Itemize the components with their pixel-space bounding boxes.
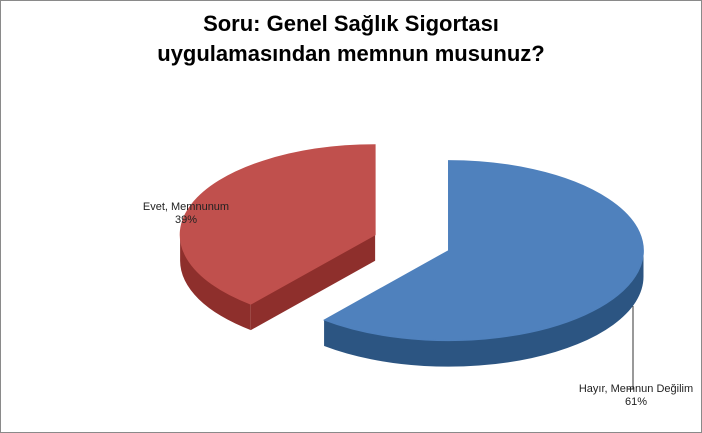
slice <box>323 160 644 367</box>
label-value: 61% <box>624 396 648 408</box>
slice-side <box>180 234 251 331</box>
leader-line <box>627 306 634 390</box>
label-value: 39% <box>174 214 198 226</box>
label-category: Hayır, Memnun Değilim <box>578 383 694 395</box>
pie-slice <box>323 160 644 342</box>
data-label: Hayır, Memnun Değilim 61% <box>576 383 696 409</box>
pie-slice <box>179 144 376 305</box>
slice <box>179 144 376 331</box>
slice-cut-face <box>250 234 376 331</box>
label-category: Evet, Memnunum <box>142 201 230 213</box>
slice-side <box>324 250 644 367</box>
data-label: Evet, Memnunum 39% <box>131 201 241 227</box>
chart-title: Soru: Genel Sağlık Sigortası uygulamasın… <box>157 11 545 66</box>
